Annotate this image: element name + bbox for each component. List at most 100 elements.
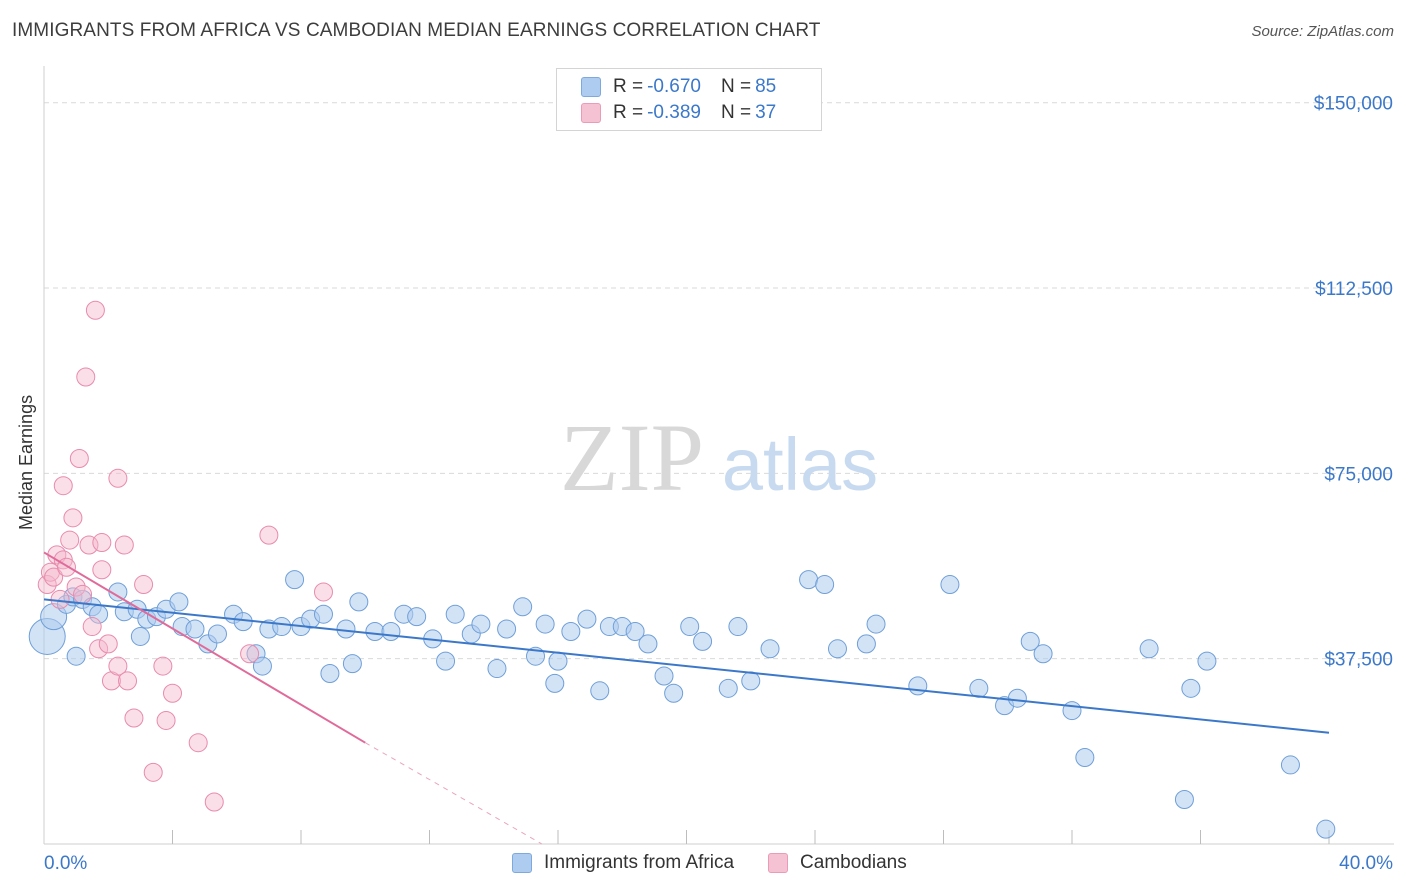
data-point-africa (693, 631, 713, 651)
grid-lines (44, 102, 1394, 660)
data-point-africa (342, 654, 362, 674)
trend-lines (43, 551, 1330, 845)
data-point-cambodian (98, 634, 118, 654)
y-tick-label: $37,500 (1324, 650, 1393, 671)
data-point-africa (1033, 644, 1053, 664)
series-legend-cambodians[interactable]: Cambodians (768, 852, 907, 874)
data-point-cambodian (204, 792, 224, 812)
data-point-africa (866, 614, 886, 634)
watermark: ZIP atlas (560, 404, 878, 511)
data-point-africa (185, 619, 205, 639)
data-point-africa (1280, 755, 1300, 775)
data-point-africa (1020, 631, 1040, 651)
legend-r-label: R = (613, 76, 644, 97)
y-tick-label: $112,500 (1315, 279, 1393, 300)
data-point-africa (320, 664, 340, 684)
data-point-africa (760, 639, 780, 659)
data-point-africa (654, 666, 674, 686)
data-point-africa (272, 617, 292, 637)
data-point-africa (728, 617, 748, 637)
data-point-africa (680, 617, 700, 637)
axes (43, 66, 1394, 845)
data-point-africa (545, 673, 565, 693)
data-point-africa (130, 626, 150, 646)
data-point-cambodian (76, 367, 96, 387)
data-point-cambodian (92, 560, 112, 580)
data-point-africa (827, 639, 847, 659)
data-point-africa (535, 614, 555, 634)
data-point-africa (497, 619, 517, 639)
data-point-africa (1197, 651, 1217, 671)
data-point-cambodian (114, 535, 134, 555)
data-point-africa (815, 575, 835, 595)
data-point-africa (590, 681, 610, 701)
data-point-africa (1181, 678, 1201, 698)
data-point-cambodian (92, 533, 112, 553)
data-point-cambodian (37, 575, 57, 595)
data-point-africa (718, 678, 738, 698)
data-point-africa (799, 570, 819, 590)
data-point-cambodian (50, 589, 70, 609)
data-point-cambodian (66, 577, 86, 597)
data-point-cambodian (53, 476, 73, 496)
data-point-africa (1139, 639, 1159, 659)
data-point-africa (625, 621, 645, 641)
data-point-cambodian (82, 617, 102, 637)
series-cambodians (37, 300, 333, 812)
data-point-cambodian (124, 708, 144, 728)
data-point-africa (436, 651, 456, 671)
data-point-cambodian (73, 584, 93, 604)
data-point-africa (66, 646, 86, 666)
data-point-africa (349, 592, 369, 612)
legend-n-label: N = (720, 102, 752, 123)
data-point-cambodian (240, 644, 260, 664)
data-point-africa (285, 570, 305, 590)
legend-n-value: 37 (755, 102, 777, 123)
data-point-africa (664, 683, 684, 703)
data-point-cambodian (156, 710, 176, 730)
legend-row-africa: R = -0.670 N = 85 (581, 75, 776, 99)
data-point-cambodian (153, 656, 173, 676)
data-point-africa (407, 607, 427, 627)
watermark-zip: ZIP (560, 404, 704, 511)
data-point-africa (336, 619, 356, 639)
series-immigrants-from-africa (28, 570, 1336, 839)
data-point-cambodian (313, 582, 333, 602)
data-point-africa (561, 621, 581, 641)
data-point-africa (513, 597, 533, 617)
legend-r-label: R = (613, 102, 644, 123)
series-legend-africa[interactable]: Immigrants from Africa (512, 852, 734, 874)
data-point-africa (908, 676, 928, 696)
legend-swatch-blue (581, 77, 601, 97)
data-point-africa (856, 634, 876, 654)
y-tick-label: $75,000 (1324, 464, 1393, 485)
data-point-africa (471, 614, 491, 634)
source-label: Source: ZipAtlas.com (1251, 23, 1394, 40)
data-point-cambodian (188, 733, 208, 753)
data-point-africa (548, 651, 568, 671)
data-point-africa (365, 621, 385, 641)
data-point-africa (577, 609, 597, 629)
data-point-africa (969, 678, 989, 698)
legend-n-value: 85 (755, 76, 777, 97)
data-point-africa (741, 671, 761, 691)
data-point-cambodian (63, 508, 83, 528)
data-point-cambodian (85, 300, 105, 320)
data-point-africa (1075, 748, 1095, 768)
data-point-cambodian (143, 762, 163, 782)
data-point-cambodian (69, 449, 89, 469)
series-legend-label: Immigrants from Africa (544, 852, 735, 873)
trend-line-cambodians (43, 551, 366, 744)
data-point-cambodian (60, 530, 80, 550)
data-point-cambodian (163, 683, 182, 703)
legend-r-value: -0.670 (647, 76, 701, 97)
data-point-cambodian (89, 639, 109, 659)
data-point-africa (638, 634, 658, 654)
trend-line-cambodians-extension (365, 742, 543, 845)
chart-title: IMMIGRANTS FROM AFRICA VS CAMBODIAN MEDI… (12, 20, 821, 41)
series-swatch-pink (768, 853, 789, 873)
data-point-africa (1007, 688, 1027, 708)
data-point-cambodian (108, 656, 128, 676)
data-point-africa (313, 604, 333, 624)
